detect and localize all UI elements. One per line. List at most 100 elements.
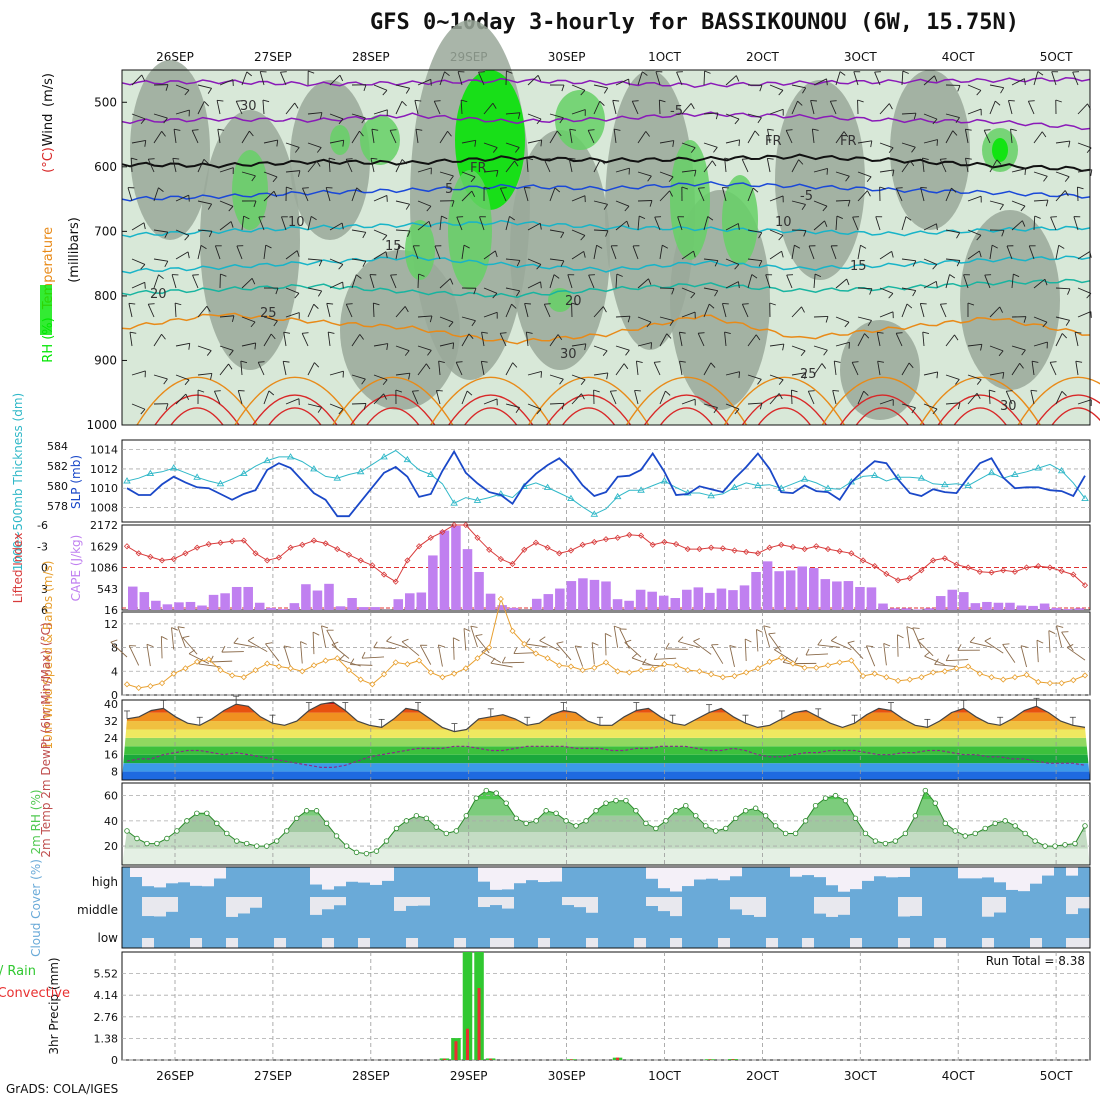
wind-barb xyxy=(895,332,903,347)
wind-barb xyxy=(811,128,819,144)
bottom-date-label: 4OCT xyxy=(942,1069,975,1083)
barb-staff xyxy=(593,372,608,376)
barb-flag xyxy=(383,393,387,400)
isotherm-label: 15 xyxy=(385,239,402,254)
barb-flag xyxy=(560,232,565,239)
barb-staff xyxy=(307,362,315,376)
barb-staff xyxy=(329,74,341,86)
barb-flag xyxy=(1024,168,1027,176)
barb-flag xyxy=(398,244,405,249)
barb-flag xyxy=(474,140,477,147)
wind-barb xyxy=(615,167,630,175)
barb-staff xyxy=(241,316,256,323)
barb-staff xyxy=(481,332,485,347)
barb-flag xyxy=(902,70,909,74)
cape-bar xyxy=(324,583,334,610)
barb-flag xyxy=(258,361,265,363)
wind-barb xyxy=(593,244,603,260)
barb-staff xyxy=(412,245,419,260)
barb-staff xyxy=(505,258,520,261)
barb-flag xyxy=(593,389,600,393)
wind-barb xyxy=(703,287,719,297)
barb-staff xyxy=(1033,171,1048,177)
barb-staff xyxy=(285,102,296,115)
wind-barb xyxy=(725,75,740,86)
li-marker xyxy=(719,545,726,552)
cape-bar xyxy=(959,592,969,610)
barb-staff xyxy=(415,129,419,144)
barb-staff xyxy=(461,316,476,322)
wind-barb xyxy=(835,215,843,231)
wind-marker xyxy=(170,670,177,677)
surface-barb xyxy=(613,625,621,648)
barb-flag xyxy=(734,408,740,415)
li-marker xyxy=(859,557,867,564)
rh-marker xyxy=(663,818,669,824)
barb-staff xyxy=(722,303,727,318)
cloud-mid-gap xyxy=(418,897,430,906)
barb-staff xyxy=(1055,333,1063,347)
barb-flag xyxy=(544,303,551,305)
barb-staff xyxy=(131,370,146,376)
barb-flag xyxy=(470,625,478,628)
barb-flag xyxy=(294,102,299,109)
barb-flag xyxy=(1055,99,1062,103)
surface-isotherm xyxy=(448,394,534,426)
wind-barb xyxy=(901,142,916,153)
barb-flag xyxy=(662,244,669,249)
rh-marker xyxy=(892,838,899,844)
barb-staff xyxy=(182,637,198,655)
wind-barb xyxy=(681,103,695,115)
wind-barb xyxy=(857,99,864,115)
wind-barb xyxy=(659,333,672,347)
barb-flag xyxy=(246,71,253,77)
wind-barb xyxy=(963,274,970,289)
barb-flag xyxy=(839,71,846,76)
cloud-mid-gap xyxy=(334,897,346,906)
temp-tick-label: 16 xyxy=(104,749,118,762)
barb-flag xyxy=(631,653,638,659)
barb-flag xyxy=(659,99,666,103)
wind-barb xyxy=(129,331,137,347)
barb-staff xyxy=(901,216,907,231)
barb-flag xyxy=(247,636,255,642)
rh-marker xyxy=(962,833,968,839)
cloud-high-gap xyxy=(1018,867,1030,892)
barb-flag xyxy=(129,331,137,334)
barb-staff xyxy=(452,637,455,660)
wind-barb xyxy=(175,374,190,386)
barb-flag xyxy=(451,200,455,207)
li-marker xyxy=(1023,564,1030,571)
barb-flag xyxy=(184,379,190,386)
barb-staff xyxy=(197,345,212,351)
wind-barb xyxy=(879,169,895,177)
barb-staff xyxy=(681,398,696,405)
wind-barb xyxy=(505,258,521,267)
wind-barb xyxy=(769,195,784,203)
cape-tick-label: 543 xyxy=(97,583,118,596)
barb-staff xyxy=(677,216,683,231)
barb-staff xyxy=(877,361,881,376)
barb-staff xyxy=(1033,131,1043,144)
cape-bar xyxy=(993,602,1004,610)
surface-barb xyxy=(793,657,817,665)
barb-flag xyxy=(1064,190,1069,197)
barb-staff xyxy=(989,245,993,260)
wind-barb xyxy=(505,70,513,86)
barb-staff xyxy=(919,303,925,318)
barb-staff xyxy=(571,229,586,236)
barb-flag xyxy=(932,264,938,270)
rh-marker xyxy=(553,810,559,816)
rh-marker xyxy=(1082,823,1088,829)
barb-flag xyxy=(628,79,630,86)
surface-barb xyxy=(556,641,572,661)
surface-barb xyxy=(805,648,828,656)
barb-flag xyxy=(847,200,851,207)
wind-barb xyxy=(725,258,740,270)
wind-marker xyxy=(871,670,878,677)
wind-barb xyxy=(813,167,828,175)
li-marker xyxy=(345,551,353,558)
barb-flag xyxy=(1066,644,1074,648)
wind-barb xyxy=(417,220,432,231)
barb-flag xyxy=(645,131,650,137)
